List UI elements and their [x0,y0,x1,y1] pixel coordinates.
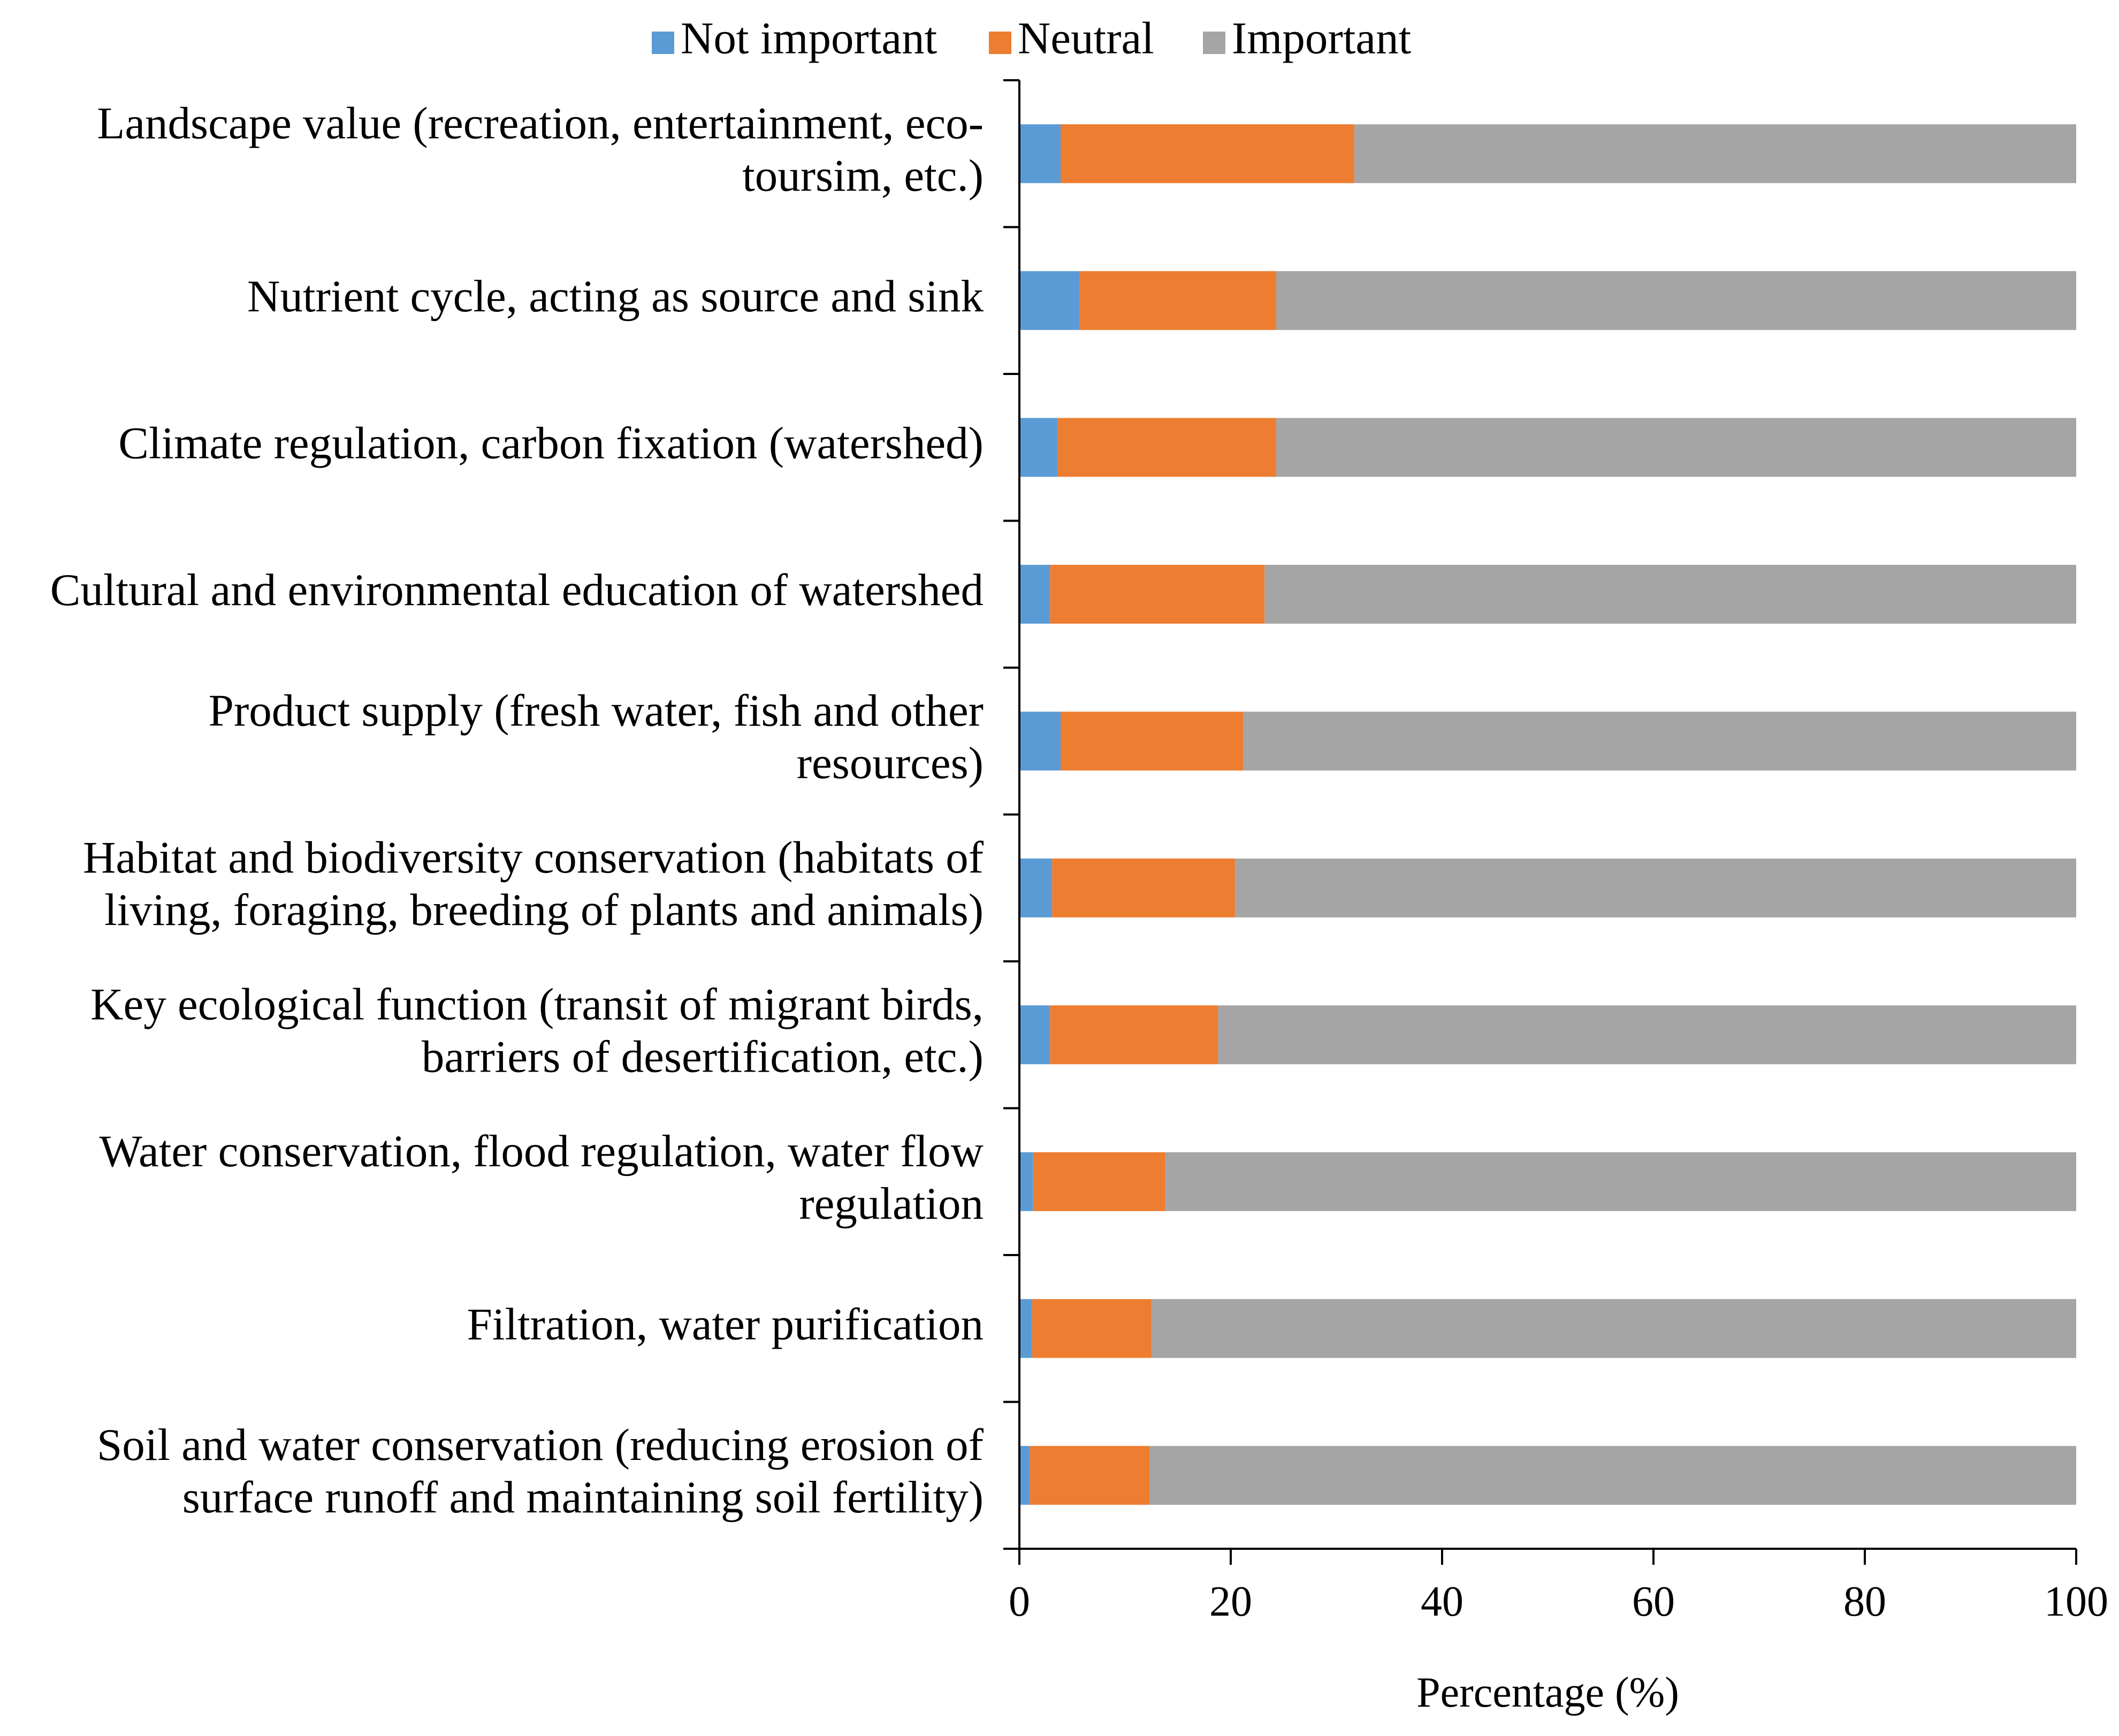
bar-not-important-3 [1019,564,1050,624]
legend-item-neutral: Neutral [989,13,1154,64]
category-label-2-line-0: Climate regulation, carbon fixation (wat… [118,418,984,468]
axes: 0 20 40 60 80 100 [1003,79,2108,1625]
category-label-4-line-1: resources) [797,738,984,788]
category-label-1-line-0: Nutrient cycle, acting as source and sin… [247,271,984,321]
bar-neutral-1 [1079,271,1276,330]
category-label-0-line-0: Landscape value (recreation, entertainme… [97,98,984,148]
category-label-0-line-1: toursim, etc.) [742,150,984,201]
legend-label-1: Neutral [1018,13,1154,64]
bar-neutral-5 [1052,858,1235,917]
x-tick-label-1: 20 [1209,1578,1252,1625]
bar-not-important-2 [1019,418,1058,477]
bar-not-important-4 [1019,712,1061,771]
x-tick-label-5: 100 [2044,1578,2108,1625]
legend-item-not-important: Not important [652,13,937,64]
category-label-2: Climate regulation, carbon fixation (wat… [118,418,984,468]
category-label-9-line-0: Soil and water conservation (reducing er… [97,1419,984,1470]
legend-swatch-0 [652,32,674,54]
bar-neutral-7 [1033,1152,1165,1211]
category-label-6-line-0: Key ecological function (transit of migr… [90,979,984,1029]
bar-important-9 [1149,1446,2076,1505]
bar-neutral-9 [1030,1446,1149,1505]
x-tick-label-0: 0 [1009,1578,1030,1625]
x-axis-title: Percentage (%) [1416,1669,1679,1716]
legend-label-0: Not important [681,13,937,64]
bar-important-4 [1243,712,2076,771]
category-label-6-line-1: barriers of desertification, etc.) [422,1031,984,1082]
x-tick-label-4: 80 [1843,1578,1886,1625]
bar-important-8 [1151,1299,2076,1358]
bar-important-3 [1264,564,2076,624]
category-label-3-line-0: Cultural and environmental education of … [50,564,984,615]
legend-label-2: Important [1232,13,1412,64]
bar-neutral-2 [1057,418,1276,477]
bar-not-important-5 [1019,858,1053,917]
bar-neutral-6 [1050,1005,1218,1065]
category-label-7-line-1: regulation [799,1178,984,1228]
legend-swatch-2 [1203,32,1225,54]
category-label-1: Nutrient cycle, acting as source and sin… [247,271,984,321]
category-label-0: Landscape value (recreation, entertainme… [97,98,984,201]
category-label-8-line-0: Filtration, water purification [467,1299,984,1349]
bar-neutral-8 [1032,1299,1152,1358]
bar-important-5 [1234,858,2076,917]
bar-important-7 [1165,1152,2076,1211]
legend-swatch-1 [989,32,1011,54]
bar-important-0 [1354,124,2076,183]
bar-neutral-3 [1050,564,1265,624]
bar-not-important-9 [1019,1446,1030,1505]
category-label-7: Water conservation, flood regulation, wa… [100,1126,984,1228]
category-label-4-line-0: Product supply (fresh water, fish and ot… [209,685,984,736]
bar-not-important-7 [1019,1152,1033,1211]
category-label-5-line-0: Habitat and biodiversity conservation (h… [83,832,984,882]
x-tick-label-3: 60 [1632,1578,1675,1625]
category-label-5-line-1: living, foraging, breeding of plants and… [104,884,984,935]
legend: Not important Neutral Important [652,13,1412,64]
bar-important-2 [1276,418,2076,477]
bar-not-important-1 [1019,271,1080,330]
category-label-8: Filtration, water purification [467,1299,984,1349]
category-label-9: Soil and water conservation (reducing er… [97,1419,984,1522]
category-label-6: Key ecological function (transit of migr… [90,979,984,1082]
bar-not-important-0 [1019,124,1061,183]
category-label-5: Habitat and biodiversity conservation (h… [83,832,984,935]
category-label-7-line-0: Water conservation, flood regulation, wa… [100,1126,984,1176]
bars [1019,124,2076,1505]
bar-not-important-6 [1019,1005,1050,1065]
category-label-9-line-1: surface runoff and maintaining soil fert… [182,1472,984,1522]
legend-item-important: Important [1203,13,1412,64]
category-labels: Landscape value (recreation, entertainme… [50,98,984,1523]
category-label-3: Cultural and environmental education of … [50,564,984,615]
bar-important-1 [1276,271,2076,330]
bar-neutral-4 [1061,712,1244,771]
bar-not-important-8 [1019,1299,1032,1358]
bar-neutral-0 [1061,124,1354,183]
x-tick-label-2: 40 [1421,1578,1464,1625]
category-label-4: Product supply (fresh water, fish and ot… [209,685,984,788]
bar-important-6 [1218,1005,2076,1065]
